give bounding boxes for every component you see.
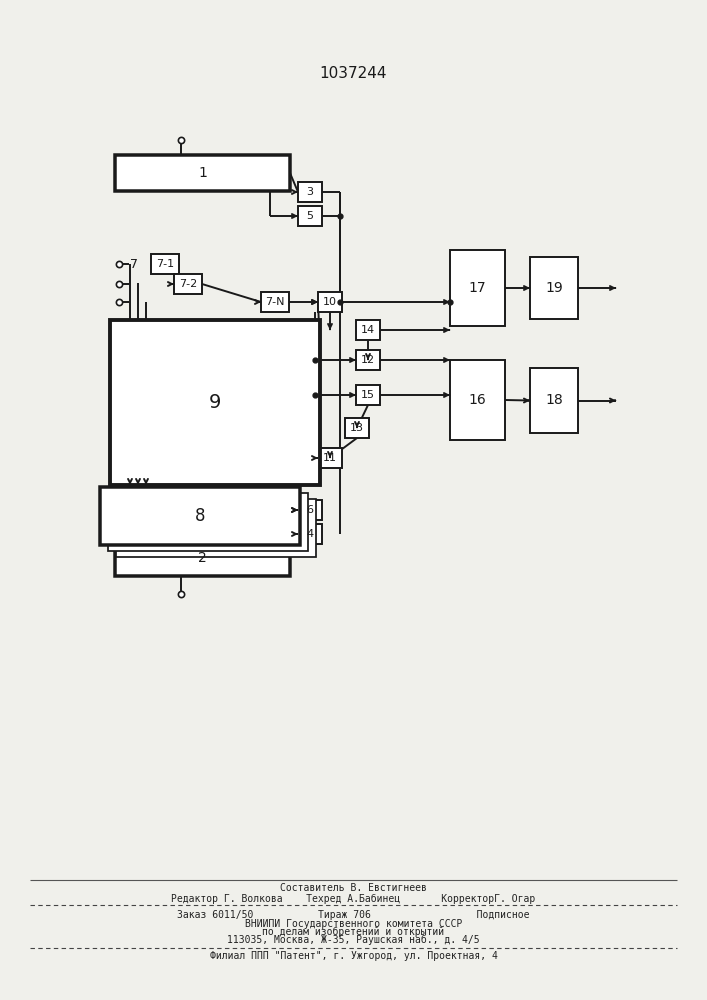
Text: Филиал ППП "Патент", г. Ужгород, ул. Проектная, 4: Филиал ППП "Патент", г. Ужгород, ул. Про…: [209, 951, 498, 961]
Text: Составитель В. Евстигнеев: Составитель В. Евстигнеев: [280, 883, 427, 893]
Bar: [298, 182, 322, 202]
Bar: [345, 418, 369, 438]
Bar: [356, 385, 380, 405]
Text: 7-N: 7-N: [265, 297, 285, 307]
Text: Редактор Г. Волкова    Техред А.Бабинец       КорректорГ. Огар: Редактор Г. Волкова Техред А.Бабинец Кор…: [171, 894, 536, 904]
Text: по делам изобретений и открытий: по делам изобретений и открытий: [262, 927, 445, 937]
Text: 113035, Москва, Ж-35, Раушская наб., д. 4/5: 113035, Москва, Ж-35, Раушская наб., д. …: [227, 935, 480, 945]
Bar: [108, 493, 308, 551]
Text: 6: 6: [307, 505, 313, 515]
Text: 5: 5: [307, 211, 313, 221]
Text: 7-1: 7-1: [156, 259, 174, 269]
Bar: [151, 254, 179, 274]
Bar: [450, 360, 505, 440]
Bar: [173, 155, 202, 191]
Text: 16: 16: [469, 393, 486, 407]
Bar: [115, 540, 290, 576]
Bar: [261, 540, 290, 576]
Bar: [110, 320, 320, 485]
Text: 13: 13: [350, 423, 364, 433]
Bar: [298, 206, 322, 226]
Bar: [173, 540, 202, 576]
Text: 8: 8: [194, 507, 205, 525]
Text: 7: 7: [130, 257, 138, 270]
Bar: [318, 292, 342, 312]
Text: 12: 12: [361, 355, 375, 365]
Text: 1037244: 1037244: [320, 66, 387, 81]
Text: Заказ 6011/50           Тираж 706                  Подписное: Заказ 6011/50 Тираж 706 Подписное: [177, 910, 530, 920]
Bar: [356, 350, 380, 370]
Text: ВНИИПИ Государственного комитета СССР: ВНИИПИ Государственного комитета СССР: [245, 919, 462, 929]
Bar: [530, 257, 578, 319]
Text: 1: 1: [198, 166, 207, 180]
Bar: [318, 448, 342, 468]
Text: 9: 9: [209, 393, 221, 412]
Bar: [232, 155, 261, 191]
Bar: [232, 540, 261, 576]
Bar: [261, 292, 289, 312]
Text: 3: 3: [307, 187, 313, 197]
Bar: [356, 320, 380, 340]
Text: 17: 17: [469, 281, 486, 295]
Text: 4: 4: [306, 529, 314, 539]
Text: 2: 2: [198, 551, 207, 565]
Text: 14: 14: [361, 325, 375, 335]
Text: 15: 15: [361, 390, 375, 400]
Bar: [144, 540, 173, 576]
Bar: [261, 155, 290, 191]
Bar: [116, 499, 316, 557]
Text: 10: 10: [323, 297, 337, 307]
Bar: [298, 524, 322, 544]
Bar: [202, 540, 232, 576]
Bar: [298, 500, 322, 520]
Bar: [450, 250, 505, 326]
Bar: [100, 487, 300, 545]
Text: 7-2: 7-2: [179, 279, 197, 289]
Bar: [530, 368, 578, 433]
Bar: [144, 155, 173, 191]
Bar: [115, 540, 144, 576]
Bar: [174, 274, 202, 294]
Text: 19: 19: [545, 281, 563, 295]
Text: 11: 11: [323, 453, 337, 463]
Text: 18: 18: [545, 393, 563, 408]
Bar: [115, 155, 144, 191]
Bar: [202, 155, 232, 191]
Bar: [115, 155, 290, 191]
